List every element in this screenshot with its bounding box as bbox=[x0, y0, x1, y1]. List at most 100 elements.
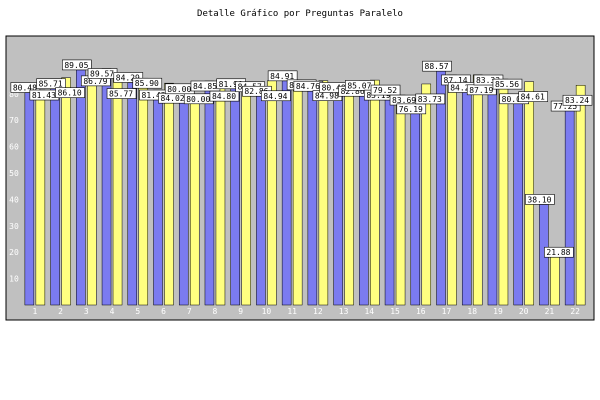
x-tick-label: 13 bbox=[339, 307, 349, 316]
data-label-box bbox=[261, 90, 291, 102]
bar-series-2 bbox=[267, 80, 277, 306]
bar-series-2 bbox=[498, 78, 509, 306]
bar-series-1 bbox=[101, 68, 112, 306]
x-tick-label: 16 bbox=[416, 307, 426, 316]
x-tick-label: 1 bbox=[32, 307, 37, 316]
data-label: 81.43 bbox=[142, 91, 166, 100]
bar-series-1 bbox=[384, 94, 395, 306]
data-label-box bbox=[113, 72, 144, 83]
data-label: 82.86 bbox=[244, 87, 268, 96]
bar-series-2 bbox=[112, 78, 123, 306]
bar-series-1 bbox=[204, 80, 215, 306]
data-label: 87.14 bbox=[444, 76, 468, 85]
x-tick-label: 11 bbox=[287, 307, 297, 316]
bar-series-2 bbox=[241, 81, 251, 306]
data-label: 84.29 bbox=[450, 83, 474, 92]
x-tick-label: 5 bbox=[135, 307, 140, 316]
data-label: 89.57 bbox=[90, 70, 114, 79]
data-label: 85.77 bbox=[109, 90, 133, 99]
data-label: 83.33 bbox=[476, 76, 500, 85]
bar-series-1 bbox=[24, 92, 35, 306]
x-tick-label: 3 bbox=[84, 307, 89, 316]
x-tick-label: 2 bbox=[58, 307, 63, 316]
data-label: 83.73 bbox=[418, 95, 442, 104]
bar-series-2 bbox=[138, 77, 149, 306]
y-tick-label: 80 bbox=[9, 90, 19, 99]
data-label-box bbox=[492, 78, 523, 90]
bar-series-2 bbox=[344, 85, 354, 306]
data-label: 87.19 bbox=[469, 86, 493, 95]
y-tick-label: 50 bbox=[9, 169, 19, 178]
data-label: 85.19 bbox=[366, 91, 390, 100]
data-label: 80.00 bbox=[167, 85, 191, 94]
data-label-box bbox=[396, 103, 427, 115]
data-label: 86.10 bbox=[58, 89, 82, 98]
data-label: 84.98 bbox=[315, 92, 339, 101]
x-tick-label: 21 bbox=[545, 307, 555, 316]
data-label-box bbox=[518, 91, 548, 102]
data-label: 80.00 bbox=[502, 95, 526, 104]
data-label: 21.88 bbox=[546, 248, 570, 257]
bar-series-1 bbox=[461, 82, 472, 306]
bar-series-2 bbox=[87, 75, 97, 306]
y-tick-label: 30 bbox=[9, 222, 19, 231]
x-tick-label: 18 bbox=[467, 307, 477, 316]
bar-series-1 bbox=[333, 92, 343, 306]
data-label: 88.57 bbox=[425, 62, 449, 71]
bar-series-2 bbox=[292, 79, 303, 306]
bar-series-2 bbox=[164, 82, 174, 306]
data-label-box bbox=[544, 246, 574, 258]
data-label: 89.05 bbox=[64, 61, 88, 70]
bar-series-2 bbox=[318, 80, 329, 306]
data-label-box bbox=[525, 194, 555, 205]
bar-series-2 bbox=[35, 89, 46, 306]
data-label-box bbox=[106, 88, 137, 99]
x-tick-label: 17 bbox=[442, 307, 452, 316]
data-label-box bbox=[422, 60, 452, 72]
x-tick-label: 6 bbox=[161, 307, 166, 316]
bar-series-1 bbox=[436, 70, 446, 306]
bar-series-2 bbox=[575, 84, 586, 306]
data-label: 81.90 bbox=[219, 80, 243, 89]
data-label: 84.29 bbox=[116, 73, 140, 82]
data-label: 77.25 bbox=[553, 102, 577, 111]
bar-series-1 bbox=[513, 93, 523, 306]
data-label: 76.19 bbox=[399, 105, 423, 114]
y-tick-label: 10 bbox=[9, 275, 19, 284]
bar-series-1 bbox=[256, 85, 266, 306]
y-tick-label: 20 bbox=[9, 248, 19, 257]
x-tick-label: 10 bbox=[262, 307, 272, 316]
bar-series-1 bbox=[307, 80, 318, 306]
data-label-box bbox=[415, 93, 446, 105]
bar-series-2 bbox=[421, 83, 432, 306]
bar-series-2 bbox=[472, 74, 483, 306]
data-label: 81.43 bbox=[32, 91, 56, 100]
data-label: 83.69 bbox=[392, 96, 416, 105]
data-label-box bbox=[370, 84, 401, 96]
bar-series-2 bbox=[524, 81, 534, 306]
data-label: 80.00 bbox=[186, 95, 210, 104]
data-label-box bbox=[132, 77, 163, 89]
data-label-box bbox=[267, 70, 298, 82]
data-label: 79.52 bbox=[373, 86, 397, 95]
bar-series-1 bbox=[564, 100, 575, 306]
data-label: 84.02 bbox=[161, 94, 185, 103]
bar-series-1 bbox=[76, 69, 86, 306]
bar-series-1 bbox=[410, 103, 421, 306]
x-tick-label: 20 bbox=[519, 307, 529, 316]
x-tick-label: 4 bbox=[110, 307, 115, 316]
bar-series-2 bbox=[61, 77, 71, 306]
data-label-box bbox=[562, 94, 593, 106]
bar-series-2 bbox=[189, 93, 200, 306]
data-label: 84.85 bbox=[193, 82, 217, 91]
data-label: 84.80 bbox=[212, 92, 236, 101]
bar-series-2 bbox=[215, 80, 226, 306]
data-label: 80.48 bbox=[13, 84, 37, 93]
data-label: 38.10 bbox=[527, 195, 551, 204]
x-tick-label: 12 bbox=[313, 307, 323, 316]
x-tick-label: 7 bbox=[187, 307, 192, 316]
data-label: 84.94 bbox=[263, 92, 287, 101]
bar-series-1 bbox=[281, 80, 292, 306]
data-label: 85.07 bbox=[347, 81, 371, 90]
data-label: 80.48 bbox=[322, 84, 346, 93]
